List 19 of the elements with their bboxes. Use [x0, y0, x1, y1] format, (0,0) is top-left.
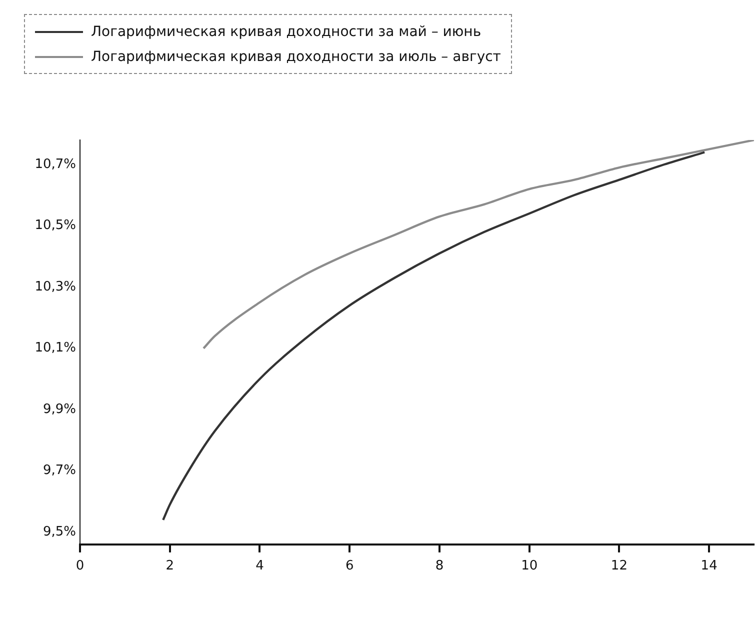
x-tick-label: 12 — [610, 558, 628, 574]
y-tick-label: 9,5% — [42, 524, 76, 540]
y-tick-label: 10,5% — [34, 218, 76, 234]
legend-label: Логарифмическая кривая доходности за июль – август — [91, 48, 501, 64]
line-series — [202, 140, 754, 350]
y-tick-label: 10,1% — [34, 340, 76, 356]
x-tick-label: 0 — [76, 558, 84, 574]
x-tick-label: 10 — [521, 558, 538, 574]
y-tick-label: 10,3% — [34, 279, 76, 294]
x-tick-label: 2 — [166, 558, 174, 574]
x-tick-label: 4 — [256, 558, 264, 574]
x-tick-label: 8 — [435, 558, 444, 574]
legend-label: Логарифмическая кривая доходности за май – июнь — [91, 24, 482, 40]
x-tick-label: 6 — [345, 558, 354, 574]
y-tick-label: 9,7% — [42, 463, 76, 478]
line-series — [162, 151, 706, 521]
x-tick-label: 14 — [700, 558, 718, 574]
y-tick-label: 9,9% — [42, 402, 76, 417]
y-tick-label: 10,7% — [34, 156, 76, 172]
